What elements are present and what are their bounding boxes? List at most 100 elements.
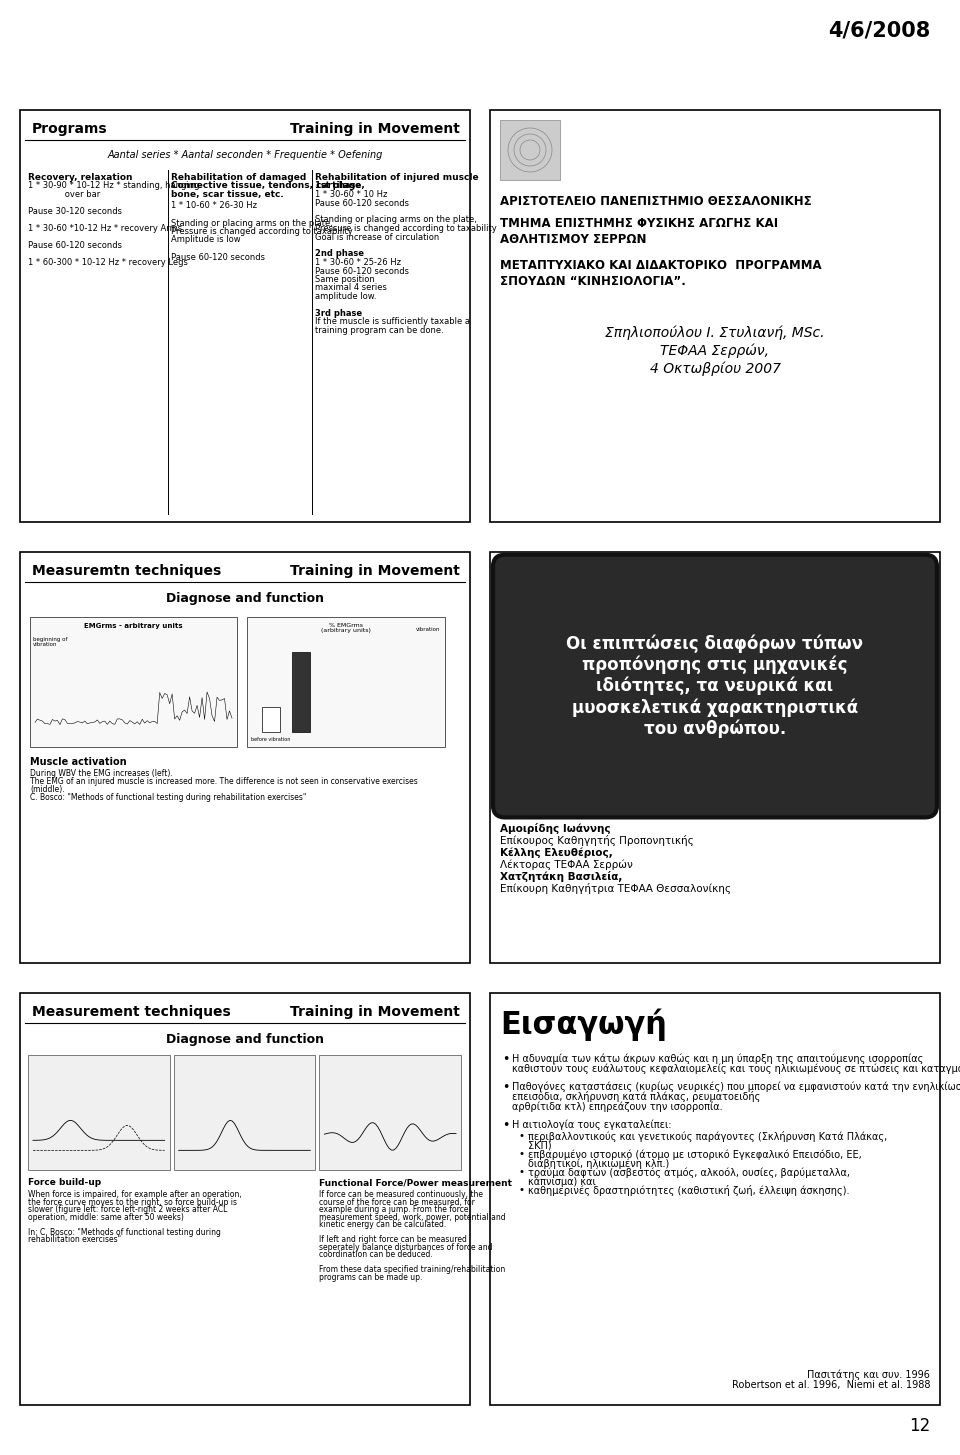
- Text: Pause 60-120 seconds: Pause 60-120 seconds: [171, 253, 265, 262]
- Text: % EMGrms
(arbitrary units): % EMGrms (arbitrary units): [321, 623, 371, 633]
- Text: If force can be measured continuously, the: If force can be measured continuously, t…: [320, 1190, 483, 1199]
- Text: rehabilitation exercises": rehabilitation exercises": [28, 1235, 121, 1244]
- Text: Pause 30-120 seconds: Pause 30-120 seconds: [28, 207, 122, 215]
- Text: Οι επιπτώσεις διαφόρων τύπων
προπόνησης στις μηχανικές
ιδιότητες, τα νευρικά και: Οι επιπτώσεις διαφόρων τύπων προπόνησης …: [566, 634, 863, 738]
- Text: Robertson et al. 1996,  Niemi et al. 1988: Robertson et al. 1996, Niemi et al. 1988: [732, 1379, 930, 1390]
- Text: Diagnose and function: Diagnose and function: [166, 1033, 324, 1046]
- Text: Αμοιρίδης Ιωάννης: Αμοιρίδης Ιωάννης: [500, 824, 611, 834]
- Text: 1 * 60-300 * 10-12 Hz * recovery Legs: 1 * 60-300 * 10-12 Hz * recovery Legs: [28, 258, 188, 268]
- Text: επβαρυμένο ιστορικό (άτομο με ιστορικό Εγκεφαλικό Επεισόδιο, ΕΕ,: επβαρυμένο ιστορικό (άτομο με ιστορικό Ε…: [528, 1149, 862, 1160]
- Text: 1 * 30-60 * 25-26 Hz: 1 * 30-60 * 25-26 Hz: [315, 258, 400, 268]
- Text: •: •: [502, 1119, 510, 1132]
- Text: amplitude low.: amplitude low.: [315, 292, 376, 301]
- Bar: [500, 119, 560, 180]
- Text: επεισόδια, σκλήρυνση κατά πλάκας, ρευματοειδής: επεισόδια, σκλήρυνση κατά πλάκας, ρευματ…: [512, 1091, 760, 1103]
- Text: Programs: Programs: [32, 122, 108, 135]
- Text: Functional Force/Power measurement: Functional Force/Power measurement: [320, 1179, 513, 1187]
- Text: Pressure is changed according to taxability: Pressure is changed according to taxabil…: [171, 227, 353, 236]
- Text: Λέκτορας ΤΕΦΑΑ Σερρών: Λέκτορας ΤΕΦΑΑ Σερρών: [500, 860, 633, 870]
- Text: seperately balance disturbances of force and: seperately balance disturbances of force…: [320, 1243, 492, 1251]
- Text: •: •: [518, 1186, 524, 1196]
- Text: 1 * 30-90 * 10-12 Hz * standing, hanging: 1 * 30-90 * 10-12 Hz * standing, hanging: [28, 182, 200, 191]
- Text: slower (figure left: force left-right 2 weeks after ACL: slower (figure left: force left-right 2 …: [28, 1205, 228, 1215]
- Text: Πασιτάτης και συν. 1996: Πασιτάτης και συν. 1996: [807, 1371, 930, 1381]
- Bar: [490, 551, 940, 963]
- Text: Pressure is changed according to taxability: Pressure is changed according to taxabil…: [315, 224, 496, 233]
- Text: αρθρίτιδα κτλ) επηρεάζουν την ισορροπία.: αρθρίτιδα κτλ) επηρεάζουν την ισορροπία.: [512, 1101, 723, 1112]
- Text: Επίκουρη Καθηγήτρια ΤΕΦΑΑ Θεσσαλονίκης: Επίκουρη Καθηγήτρια ΤΕΦΑΑ Θεσσαλονίκης: [500, 883, 731, 895]
- Text: καθημερινές δραστηριότητες (καθιστική ζωή, έλλειψη άσκησης).: καθημερινές δραστηριότητες (καθιστική ζω…: [528, 1186, 850, 1196]
- Text: Goal is increase of circulation: Goal is increase of circulation: [315, 233, 439, 242]
- Text: Χατζητάκη Βασιλεία,: Χατζητάκη Βασιλεία,: [500, 872, 622, 882]
- Text: Measurement techniques: Measurement techniques: [32, 1005, 230, 1020]
- Text: ΜΕΤΑΠΤΥΧΙΑΚΟ ΚΑΙ ΔΙΔΑΚΤΟΡΙΚΟ  ΠΡΟΓΡΑΜΜΑ: ΜΕΤΑΠΤΥΧΙΑΚΟ ΚΑΙ ΔΙΔΑΚΤΟΡΙΚΟ ΠΡΟΓΡΑΜΜΑ: [500, 259, 822, 272]
- Bar: [20, 551, 470, 963]
- Text: kinetic energy can be calculated.: kinetic energy can be calculated.: [320, 1221, 446, 1229]
- Bar: [174, 1055, 315, 1170]
- Text: Σπηλιοπούλου Ι. Στυλιανή, MSc.: Σπηλιοπούλου Ι. Στυλιανή, MSc.: [605, 324, 825, 339]
- Text: programs can be made up.: programs can be made up.: [320, 1273, 422, 1282]
- Text: During WBV the EMG increases (left).: During WBV the EMG increases (left).: [30, 768, 173, 777]
- Text: διαβητικοί, ηλικιωμένη κλπ.): διαβητικοί, ηλικιωμένη κλπ.): [528, 1158, 669, 1168]
- Bar: [490, 111, 940, 522]
- Text: When force is impaired, for example after an operation,: When force is impaired, for example afte…: [28, 1190, 242, 1199]
- Text: Standing or placing arms on the plate,: Standing or placing arms on the plate,: [315, 215, 476, 224]
- Text: Pause 60-120 seconds: Pause 60-120 seconds: [315, 198, 409, 208]
- Text: Same position: Same position: [315, 275, 374, 284]
- Text: C. Bosco: "Methods of functional testing during rehabilitation exercises": C. Bosco: "Methods of functional testing…: [30, 793, 306, 802]
- Text: Rehabilitation of damaged: Rehabilitation of damaged: [171, 173, 306, 182]
- Text: •: •: [502, 1053, 510, 1067]
- Text: bone, scar tissue, etc.: bone, scar tissue, etc.: [171, 191, 284, 199]
- Text: Παθογόνες καταστάσεις (κυρίως νευρικές) που μπορεί να εμφανιστούν κατά την ενηλι: Παθογόνες καταστάσεις (κυρίως νευρικές) …: [512, 1081, 960, 1091]
- Text: Amplitude is low: Amplitude is low: [171, 236, 241, 244]
- Bar: [292, 652, 310, 732]
- Text: Training in Movement: Training in Movement: [290, 563, 460, 578]
- Bar: [28, 1055, 170, 1170]
- Text: ΑΘΛΗΤΙΣΜΟΥ ΣΕΡΡΩΝ: ΑΘΛΗΤΙΣΜΟΥ ΣΕΡΡΩΝ: [500, 233, 646, 246]
- Text: Επίκουρος Καθηγητής Προπονητικής: Επίκουρος Καθηγητής Προπονητικής: [500, 835, 694, 847]
- Text: •: •: [518, 1132, 524, 1141]
- Bar: [490, 994, 940, 1406]
- Text: Recovery, relaxation: Recovery, relaxation: [28, 173, 132, 182]
- Text: Diagnose and function: Diagnose and function: [166, 592, 324, 605]
- FancyBboxPatch shape: [493, 554, 937, 818]
- Text: Η αδυναμία των κάτω άκρων καθώς και η μη ύπαρξη της απαιτούμενης ισορροπίας: Η αδυναμία των κάτω άκρων καθώς και η μη…: [512, 1053, 924, 1064]
- Text: •: •: [518, 1167, 524, 1177]
- Text: From these data specified training/rehabilitation: From these data specified training/rehab…: [320, 1266, 506, 1275]
- Text: EMGrms - arbitrary units: EMGrms - arbitrary units: [84, 623, 182, 629]
- Text: Training in Movement: Training in Movement: [290, 1005, 460, 1020]
- Text: ΑΡΙΣΤΟΤΕΛΕΙΟ ΠΑΝΕΠΙΣΤΗΜΙΟ ΘΕΣΣΑΛΟΝΙΚΗΣ: ΑΡΙΣΤΟΤΕΛΕΙΟ ΠΑΝΕΠΙΣΤΗΜΙΟ ΘΕΣΣΑΛΟΝΙΚΗΣ: [500, 195, 812, 208]
- Text: In: C. Bosco: "Methods of functional testing during: In: C. Bosco: "Methods of functional tes…: [28, 1228, 221, 1237]
- Bar: [30, 617, 237, 746]
- Text: (middle).: (middle).: [30, 784, 64, 793]
- Text: περιβαλλοντικούς και γενετικούς παράγοντες (Σκλήρυνση Κατά Πλάκας,: περιβαλλοντικούς και γενετικούς παράγοντ…: [528, 1132, 887, 1142]
- Text: 2nd phase: 2nd phase: [315, 249, 364, 259]
- Text: ΣΚΠ): ΣΚΠ): [528, 1141, 552, 1151]
- Text: •: •: [502, 1081, 510, 1094]
- Bar: [247, 617, 445, 746]
- Text: If the muscle is sufficiently taxable a: If the muscle is sufficiently taxable a: [315, 317, 469, 326]
- Text: before vibration: before vibration: [252, 736, 291, 742]
- Text: 1 * 30-60 *10-12 Hz * recovery Arms: 1 * 30-60 *10-12 Hz * recovery Arms: [28, 224, 182, 233]
- Text: Measuremtn techniques: Measuremtn techniques: [32, 563, 221, 578]
- Text: example during a jump. From the force: example during a jump. From the force: [320, 1205, 468, 1215]
- Text: The EMG of an injured muscle is increased more. The difference is not seen in co: The EMG of an injured muscle is increase…: [30, 777, 418, 786]
- Text: Εισαγωγή: Εισαγωγή: [500, 1008, 667, 1040]
- Text: Pause 60-120 seconds: Pause 60-120 seconds: [315, 266, 409, 275]
- Text: ΤΕΦΑΑ Σερρών,: ΤΕΦΑΑ Σερρών,: [660, 343, 770, 358]
- Text: the force curve moves to the right, so force build-up is: the force curve moves to the right, so f…: [28, 1197, 237, 1206]
- Bar: [20, 111, 470, 522]
- Text: operation, middle: same after 50 weeks): operation, middle: same after 50 weeks): [28, 1213, 184, 1222]
- Text: καθιστούν τους ευάλωτους κεφαλαιομελείς και τους ηλικιωμένους σε πτώσεις και κατ: καθιστούν τους ευάλωτους κεφαλαιομελείς …: [512, 1064, 960, 1074]
- Text: ΣΠΟΥΔΩΝ “ΚΙΝΗΣΙΟΛΟΓΙΑ”.: ΣΠΟΥΔΩΝ “ΚΙΝΗΣΙΟΛΟΓΙΑ”.: [500, 275, 685, 288]
- Text: coordination can be deduced.: coordination can be deduced.: [320, 1250, 433, 1260]
- Text: Κέλλης Ελευθέριος,: Κέλλης Ελευθέριος,: [500, 847, 612, 858]
- Text: measurement speed, work, power, potential and: measurement speed, work, power, potentia…: [320, 1213, 506, 1222]
- Text: Force build-up: Force build-up: [28, 1179, 101, 1187]
- Bar: [20, 994, 470, 1406]
- Text: ΤΜΗΜΑ ΕΠΙΣΤΗΜΗΣ ΦΥΣΙΚΗΣ ΑΓΩΓΗΣ ΚΑΙ: ΤΜΗΜΑ ΕΠΙΣΤΗΜΗΣ ΦΥΣΙΚΗΣ ΑΓΩΓΗΣ ΚΑΙ: [500, 217, 779, 230]
- Text: 1 * 10-60 * 26-30 Hz: 1 * 10-60 * 26-30 Hz: [171, 201, 257, 211]
- Text: 3rd phase: 3rd phase: [315, 308, 362, 319]
- Text: over bar: over bar: [28, 191, 100, 199]
- Text: 12: 12: [909, 1417, 930, 1435]
